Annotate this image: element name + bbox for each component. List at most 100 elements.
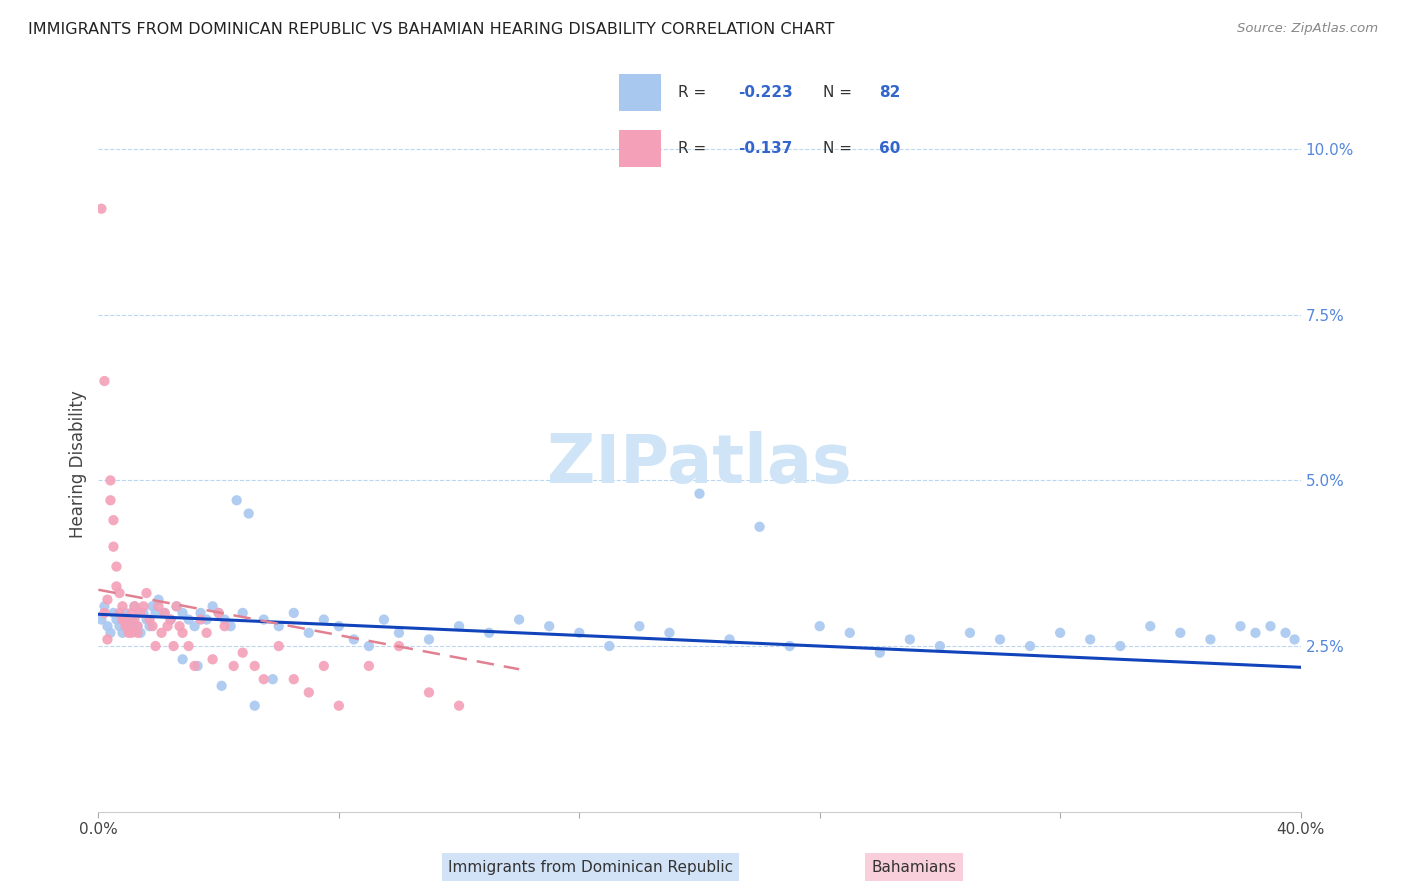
Point [141, 599, 163, 614]
Point [779, 639, 801, 653]
Point [214, 613, 236, 627]
Point [988, 632, 1011, 647]
Point [114, 613, 136, 627]
Point [568, 625, 591, 640]
Point [388, 625, 411, 640]
Point [150, 625, 173, 640]
Point [145, 639, 167, 653]
Point [267, 619, 290, 633]
Text: R =: R = [678, 85, 711, 100]
Point [312, 659, 335, 673]
Text: R =: R = [678, 141, 711, 156]
Point [1274, 625, 1296, 640]
Point [108, 586, 131, 600]
Point [129, 606, 152, 620]
Point [156, 619, 179, 633]
Point [114, 619, 136, 633]
Point [628, 619, 651, 633]
Point [447, 698, 470, 713]
Point [177, 639, 200, 653]
Point [183, 619, 205, 633]
Point [100, 474, 122, 488]
Point [538, 619, 561, 633]
Point [238, 507, 260, 521]
Point [1170, 625, 1192, 640]
Text: 82: 82 [879, 85, 900, 100]
Point [1078, 632, 1101, 647]
Point [127, 619, 149, 633]
Point [111, 599, 134, 614]
Point [183, 659, 205, 673]
Point [135, 613, 157, 627]
Point [598, 639, 620, 653]
Point [141, 619, 163, 633]
Point [262, 672, 284, 686]
Point [166, 599, 188, 614]
Point [343, 632, 366, 647]
Point [388, 639, 411, 653]
Point [124, 613, 146, 627]
Point [103, 606, 125, 620]
Point [93, 606, 115, 620]
Text: -0.223: -0.223 [738, 85, 793, 100]
Point [898, 632, 921, 647]
Point [103, 540, 125, 554]
Point [283, 672, 305, 686]
Point [959, 625, 981, 640]
Text: Immigrants from Dominican Republic: Immigrants from Dominican Republic [449, 860, 733, 874]
Point [96, 592, 118, 607]
Bar [619, 74, 661, 112]
Point [190, 613, 212, 627]
Point [148, 599, 170, 614]
Text: N =: N = [823, 85, 856, 100]
Point [108, 619, 131, 633]
Point [1019, 639, 1042, 653]
Point [117, 619, 139, 633]
Point [127, 625, 149, 640]
Point [232, 606, 254, 620]
Point [90, 613, 112, 627]
Point [267, 639, 290, 653]
Text: Bahamians: Bahamians [872, 860, 956, 874]
Point [111, 613, 134, 627]
Point [121, 606, 143, 620]
Point [105, 579, 128, 593]
Point [93, 599, 115, 614]
Point [138, 619, 160, 633]
Point [121, 613, 143, 627]
Point [1139, 619, 1161, 633]
Point [283, 606, 305, 620]
Point [117, 625, 139, 640]
Point [718, 632, 741, 647]
Point [312, 613, 335, 627]
Point [373, 613, 395, 627]
Point [478, 625, 501, 640]
Point [124, 599, 146, 614]
Point [253, 613, 276, 627]
Point [208, 606, 231, 620]
Point [111, 625, 134, 640]
Point [148, 592, 170, 607]
Point [124, 599, 146, 614]
Point [222, 659, 245, 673]
Point [1199, 632, 1222, 647]
Point [172, 652, 194, 666]
Point [869, 646, 891, 660]
Point [169, 619, 191, 633]
Point [328, 698, 350, 713]
Point [105, 559, 128, 574]
Point [328, 619, 350, 633]
Point [103, 513, 125, 527]
Point [153, 606, 176, 620]
Point [243, 698, 266, 713]
Text: -0.137: -0.137 [738, 141, 793, 156]
Point [1229, 619, 1251, 633]
Point [232, 646, 254, 660]
Text: ZIPatlas: ZIPatlas [547, 431, 852, 497]
Point [219, 619, 242, 633]
Point [177, 613, 200, 627]
Point [357, 639, 380, 653]
Point [172, 606, 194, 620]
Y-axis label: Hearing Disability: Hearing Disability [69, 390, 87, 538]
Text: IMMIGRANTS FROM DOMINICAN REPUBLIC VS BAHAMIAN HEARING DISABILITY CORRELATION CH: IMMIGRANTS FROM DOMINICAN REPUBLIC VS BA… [28, 22, 835, 37]
